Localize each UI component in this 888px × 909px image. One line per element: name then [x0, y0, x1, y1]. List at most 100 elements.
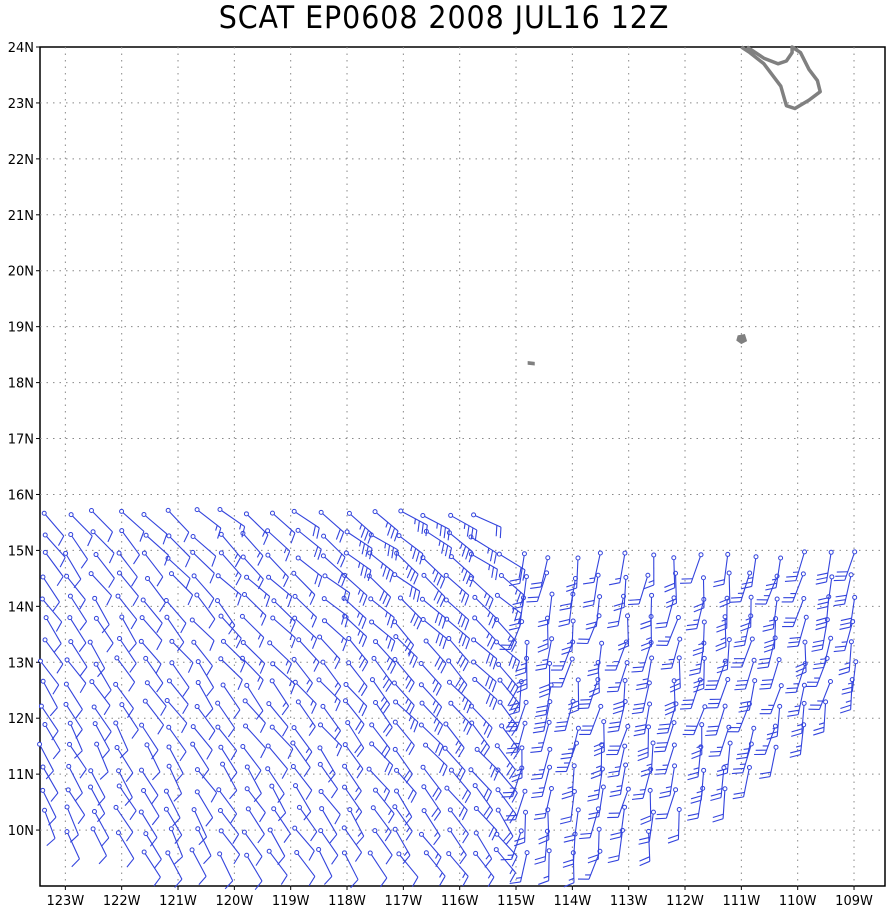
barb-feather: [431, 807, 439, 818]
barb-feather: [733, 791, 745, 795]
barb-feather: [531, 746, 543, 749]
lon-tick-label: 112W: [666, 894, 704, 909]
barb-station: [139, 615, 145, 621]
barb-staff: [426, 530, 452, 549]
barb-station: [397, 595, 403, 601]
wind-barb: [244, 682, 264, 720]
barb-station: [265, 528, 271, 534]
barb-staff: [90, 770, 106, 798]
wind-barb: [738, 678, 758, 713]
barb-half-feather: [509, 868, 514, 875]
barb-feather: [346, 592, 351, 604]
barb-staff: [726, 743, 731, 774]
barb-staff: [448, 638, 469, 662]
wind-barb: [396, 851, 419, 887]
barb-feather: [106, 595, 113, 606]
barb-feather: [201, 769, 210, 779]
barb-feather: [155, 663, 162, 674]
barb-station: [366, 766, 372, 772]
barb-staff: [474, 679, 498, 701]
barb-station: [519, 745, 525, 751]
barb-feather: [217, 527, 222, 539]
barb-staff: [294, 595, 317, 618]
barb-feather: [177, 641, 185, 652]
barb-station: [265, 766, 271, 772]
wind-barb: [65, 787, 86, 825]
barb-feather: [515, 661, 521, 672]
wind-barb: [443, 597, 470, 631]
barb-station: [473, 850, 479, 856]
barb-half-feather: [234, 553, 239, 559]
barb-station: [194, 704, 200, 710]
barb-feather: [457, 680, 465, 691]
barb-feather: [522, 569, 526, 581]
barb-half-feather: [356, 764, 361, 771]
barb-station: [216, 787, 222, 793]
barb-feather: [815, 581, 827, 585]
barb-feather: [514, 837, 525, 842]
barb-feather: [466, 702, 472, 714]
barb-station: [726, 637, 732, 643]
barb-staff: [449, 829, 467, 856]
barb-feather: [151, 749, 159, 760]
wind-barb: [88, 768, 106, 806]
wind-barb: [290, 764, 313, 800]
wind-barb: [321, 618, 348, 652]
barb-staff: [318, 679, 341, 702]
wind-barb: [559, 788, 577, 825]
barb-station: [144, 680, 150, 686]
barb-staff: [650, 595, 653, 626]
barb-feather: [568, 704, 579, 710]
barb-half-feather: [740, 635, 747, 638]
barb-staff: [267, 745, 288, 770]
barb-feather: [406, 567, 413, 579]
barb-station: [291, 656, 297, 662]
wind-barb: [501, 765, 525, 798]
barb-feather: [693, 678, 705, 684]
barb-feather: [816, 576, 828, 581]
barb-station: [194, 789, 200, 795]
wind-barb: [195, 680, 214, 718]
barb-station: [677, 636, 683, 642]
barb-feather: [508, 711, 520, 716]
lat-tick-label: 14N: [8, 600, 34, 615]
barb-staff: [804, 642, 807, 673]
wind-barb: [190, 534, 217, 567]
barb-station: [472, 783, 478, 789]
wind-barb: [368, 532, 398, 561]
barb-station: [853, 659, 859, 665]
wind-barb: [423, 742, 448, 777]
barb-feather: [609, 793, 621, 798]
wind-barb: [669, 655, 682, 693]
barb-staff: [371, 621, 396, 642]
barb-staff: [269, 829, 286, 857]
barb-feather: [533, 817, 545, 820]
barb-staff: [140, 641, 162, 665]
barb-staff: [723, 554, 729, 585]
wind-barb: [444, 785, 468, 821]
barb-feather: [77, 814, 86, 825]
barb-feather: [608, 725, 620, 729]
barb-feather: [436, 706, 443, 717]
barb-half-feather: [305, 747, 310, 754]
barb-feather: [483, 724, 490, 735]
barb-station: [442, 745, 448, 751]
barb-feather: [439, 875, 446, 886]
wind-barb: [40, 764, 59, 802]
barb-feather: [151, 815, 160, 826]
barb-station: [217, 807, 223, 813]
barb-station: [243, 723, 249, 729]
barb-feather: [128, 681, 136, 692]
barb-station: [446, 636, 452, 642]
barb-station: [571, 763, 577, 769]
barb-staff: [272, 512, 296, 534]
barb-station: [143, 655, 149, 661]
wind-barb: [418, 831, 442, 868]
barb-station: [418, 661, 424, 667]
barb-feather: [664, 705, 676, 711]
barb-station: [671, 555, 677, 561]
wind-barb: [292, 825, 315, 861]
barb-feather: [490, 767, 496, 778]
barb-station: [396, 533, 402, 539]
barb-staff: [398, 853, 419, 878]
